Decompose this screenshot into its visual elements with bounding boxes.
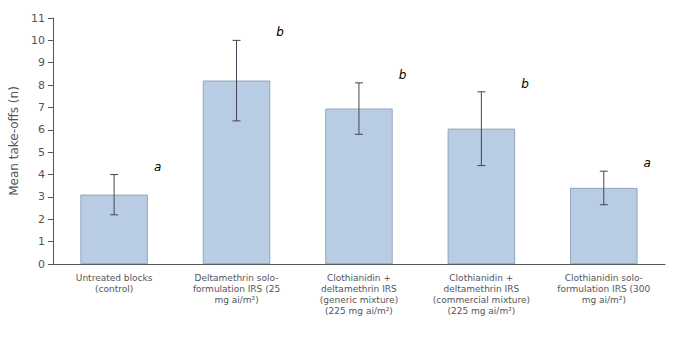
svg-text:5: 5 bbox=[38, 146, 45, 159]
svg-text:(commercial mixture): (commercial mixture) bbox=[433, 295, 530, 305]
svg-text:Clothianidin +: Clothianidin + bbox=[449, 273, 513, 283]
svg-text:b: b bbox=[521, 77, 529, 91]
svg-text:(225 mg ai/m²): (225 mg ai/m²) bbox=[325, 306, 393, 316]
svg-text:3: 3 bbox=[38, 190, 45, 203]
svg-text:deltamethrin IRS: deltamethrin IRS bbox=[321, 284, 397, 294]
svg-text:6: 6 bbox=[38, 123, 45, 136]
svg-text:(225 mg ai/m²): (225 mg ai/m²) bbox=[447, 306, 515, 316]
svg-text:Clothianidin solo-: Clothianidin solo- bbox=[565, 273, 643, 283]
svg-text:mg ai/m²): mg ai/m²) bbox=[582, 295, 626, 305]
svg-text:(generic mixture): (generic mixture) bbox=[320, 295, 398, 305]
svg-text:4: 4 bbox=[38, 168, 45, 181]
svg-text:formulation IRS (300: formulation IRS (300 bbox=[557, 284, 650, 294]
svg-text:0: 0 bbox=[38, 258, 45, 271]
svg-text:10: 10 bbox=[31, 34, 45, 47]
svg-text:b: b bbox=[399, 68, 407, 82]
svg-text:Clothianidin +: Clothianidin + bbox=[327, 273, 391, 283]
svg-text:7: 7 bbox=[38, 101, 45, 114]
svg-text:11: 11 bbox=[31, 12, 45, 25]
svg-text:a: a bbox=[154, 160, 161, 174]
svg-text:2: 2 bbox=[38, 213, 45, 226]
svg-text:Untreated blocks: Untreated blocks bbox=[76, 273, 153, 283]
svg-text:9: 9 bbox=[38, 56, 45, 69]
svg-text:Deltamethrin solo-: Deltamethrin solo- bbox=[195, 273, 279, 283]
svg-text:formulation IRS (25: formulation IRS (25 bbox=[193, 284, 280, 294]
svg-text:1: 1 bbox=[38, 235, 45, 248]
svg-text:(control): (control) bbox=[95, 284, 133, 294]
svg-text:deltamethrin IRS: deltamethrin IRS bbox=[444, 284, 520, 294]
svg-text:8: 8 bbox=[38, 79, 45, 92]
svg-text:mg ai/m²): mg ai/m²) bbox=[214, 295, 258, 305]
svg-text:b: b bbox=[276, 25, 284, 39]
svg-text:a: a bbox=[644, 156, 651, 170]
svg-text:Mean take-offs (n): Mean take-offs (n) bbox=[7, 86, 21, 196]
